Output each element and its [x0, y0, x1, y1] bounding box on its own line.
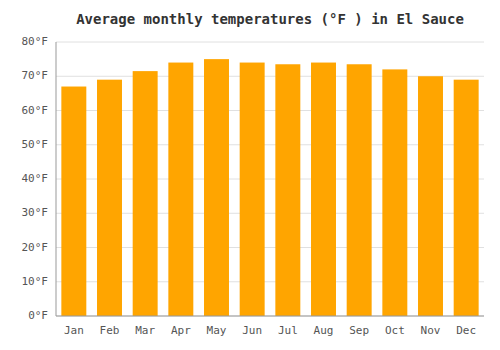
- grid: [56, 42, 484, 316]
- x-tick-label: Nov: [421, 324, 441, 337]
- bar: [168, 63, 193, 316]
- bar: [133, 71, 158, 316]
- y-tick-label: 80°F: [22, 35, 49, 48]
- bar: [382, 69, 407, 316]
- y-tick-label: 60°F: [22, 104, 49, 117]
- y-tick-label: 30°F: [22, 206, 49, 219]
- y-tick-label: 20°F: [22, 241, 49, 254]
- bar: [204, 59, 229, 316]
- x-tick-label: May: [207, 324, 227, 337]
- x-tick-label: Jun: [242, 324, 262, 337]
- grid-line: [56, 42, 484, 43]
- y-axis-line: [56, 42, 57, 316]
- bar: [311, 63, 336, 316]
- bar: [454, 80, 479, 316]
- grid-line: [56, 316, 484, 317]
- x-tick-label: Oct: [385, 324, 405, 337]
- x-tick-label: Dec: [456, 324, 476, 337]
- y-tick-label: 10°F: [22, 275, 49, 288]
- y-axis: 0°F 10°F 20°F 30°F 40°F 50°F 60°F 70°F 80°F: [22, 35, 49, 322]
- bar: [61, 87, 86, 316]
- chart: Average monthly temperatures (°F ) in El…: [0, 0, 500, 350]
- bar: [418, 76, 443, 316]
- bar: [347, 64, 372, 316]
- bar: [275, 64, 300, 316]
- x-tick-label: Apr: [171, 324, 191, 337]
- x-tick-label: Jul: [278, 324, 298, 337]
- title: Average monthly temperatures (°F ) in El…: [76, 11, 464, 27]
- bars: [61, 59, 478, 316]
- x-axis-line: [56, 316, 484, 317]
- y-tick-label: 0°F: [28, 309, 48, 322]
- x-tick-label: Aug: [314, 324, 334, 337]
- x-tick-label: Jan: [64, 324, 84, 337]
- y-tick-label: 70°F: [22, 69, 49, 82]
- y-tick-label: 40°F: [22, 172, 49, 185]
- x-axis: Jan Feb Mar Apr May Jun Jul Aug Sep Oct Nov Dec: [64, 324, 476, 337]
- x-tick-label: Mar: [135, 324, 155, 337]
- chart-container: Average monthly temperatures (°F ) in El…: [0, 0, 500, 350]
- bar: [97, 80, 122, 316]
- y-tick-label: 50°F: [22, 138, 49, 151]
- x-tick-label: Feb: [100, 324, 120, 337]
- x-tick-label: Sep: [349, 324, 369, 337]
- bar: [240, 63, 265, 316]
